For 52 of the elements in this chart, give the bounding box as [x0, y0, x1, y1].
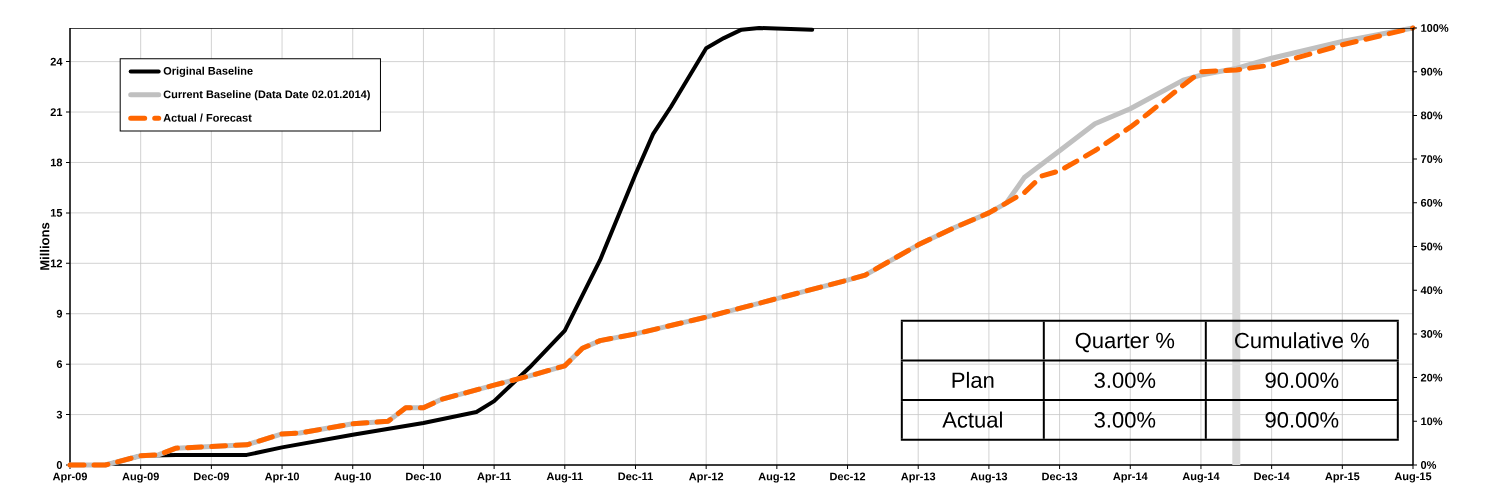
x-tick-label: Aug-12	[758, 472, 796, 483]
y-axis-title: Millions	[39, 222, 50, 270]
y2-tick-label: 20%	[1420, 373, 1443, 382]
y2-tick-label: 90%	[1420, 67, 1443, 76]
annotation: 90.00%	[1265, 412, 1339, 428]
annotation: Plan	[952, 371, 994, 389]
y-tick-label: 0	[56, 461, 63, 469]
annotation: 90.00%	[1265, 372, 1339, 389]
y-tick-label: 3	[56, 410, 63, 419]
legend-label: Actual / Forecast	[163, 113, 252, 122]
y-tick-label: 15	[50, 209, 63, 217]
x-tick-label: Apr-12	[689, 472, 724, 483]
y-tick-label: 24	[50, 57, 63, 66]
x-tick-label: Dec-13	[1042, 472, 1078, 481]
x-tick-label: Apr-11	[477, 472, 511, 483]
y2-tick-label: 80%	[1420, 111, 1443, 120]
x-tick-label: Aug-14	[1182, 472, 1220, 483]
y2-tick-label: 70%	[1421, 155, 1443, 163]
y-tick-label: 12	[50, 259, 63, 268]
legend-label: Original Baseline	[163, 66, 253, 77]
y2-tick-label: 50%	[1420, 242, 1443, 251]
x-tick-label: Aug-13	[970, 472, 1008, 483]
y-tick-label: 18	[50, 158, 63, 167]
x-tick-label: Aug-10	[334, 472, 371, 483]
x-tick-label: Apr-13	[901, 472, 936, 483]
x-tick-label: Apr-15	[1325, 472, 1360, 483]
x-tick-label: Dec-10	[406, 472, 441, 481]
y2-tick-label: 100%	[1421, 24, 1449, 32]
y-tick-label: 9	[56, 309, 63, 318]
x-tick-label: Apr-14	[1113, 472, 1148, 483]
x-tick-label: Apr-09	[52, 472, 88, 483]
y2-tick-label: 0%	[1420, 461, 1437, 469]
x-tick-label: Aug-15	[1394, 472, 1432, 483]
y2-tick-label: 10%	[1421, 417, 1443, 426]
x-tick-label: Apr-10	[264, 472, 300, 483]
y2-tick-label: 30%	[1420, 330, 1443, 338]
y-tick-label: 21	[50, 108, 63, 116]
x-tick-label: Dec-09	[194, 472, 229, 481]
x-tick-label: Dec-12	[830, 472, 866, 481]
annotation: Actual	[942, 411, 1002, 428]
annotation: 3.00%	[1094, 372, 1156, 389]
y-tick-label: 6	[56, 360, 63, 369]
x-tick-label: Aug-09	[122, 472, 159, 483]
y2-tick-label: 60%	[1420, 198, 1443, 207]
x-tick-label: Dec-14	[1254, 472, 1290, 481]
annotation: 3.00%	[1094, 412, 1156, 428]
x-tick-label: Dec-11	[618, 472, 653, 481]
x-tick-label: Aug-11	[546, 472, 583, 483]
annotation: Cumulative %	[1235, 332, 1369, 349]
annotation: Quarter %	[1075, 332, 1175, 353]
y2-tick-label: 40%	[1420, 286, 1443, 295]
legend-label: Current Baseline (Data Date 02.01.2014)	[163, 90, 370, 101]
